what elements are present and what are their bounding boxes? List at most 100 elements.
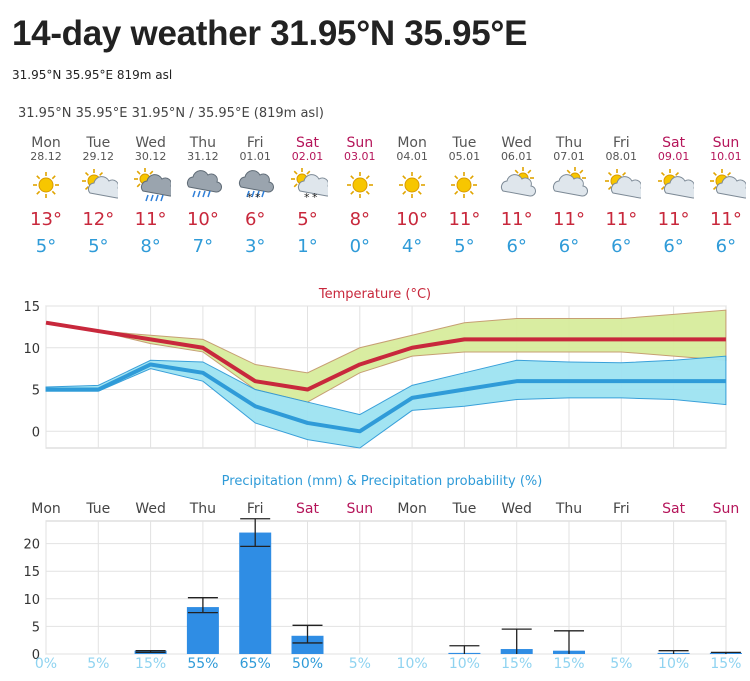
day-column: Wed 06.01 11° 6° <box>491 136 543 257</box>
x-category-label: Wed <box>501 501 532 517</box>
sun-cloud-icon <box>605 169 642 199</box>
max-temperature: 8° <box>349 209 371 230</box>
day-name: Fri <box>246 135 264 151</box>
day-name: Tue <box>86 135 111 151</box>
sun-cloud-icon <box>657 169 694 199</box>
min-temperature: 6° <box>663 236 684 257</box>
max-temperature: 10° <box>186 209 219 230</box>
day-date: 30.12 <box>134 150 167 163</box>
probability-label: 5% <box>87 656 109 672</box>
day-name: Sat <box>296 135 319 151</box>
day-name: Mon <box>397 135 427 151</box>
probability-label: 15% <box>710 656 741 672</box>
day-column: Wed 30.12 11° 8° <box>125 136 177 257</box>
sun-icon <box>399 172 426 198</box>
sun-icon <box>33 172 59 198</box>
probability-label: 0% <box>35 656 57 672</box>
day-date: 04.01 <box>396 150 428 163</box>
y-tick-label: 20 <box>23 538 40 553</box>
day-column: Sun 03.01 8° 0° <box>334 135 386 258</box>
min-temperature: 4° <box>401 236 423 257</box>
min-temp-range-band <box>45 355 727 449</box>
max-temp-line <box>45 320 726 392</box>
day-column: Fri 08.01 11° 6° <box>595 136 647 257</box>
x-category-label: Thu <box>555 501 582 517</box>
min-temperature: 6° <box>558 236 580 257</box>
min-temperature: 5° <box>35 236 57 257</box>
cloud-rain-icon <box>186 170 222 198</box>
probability-label: 15% <box>501 656 532 672</box>
max-temperature: 10° <box>396 209 429 230</box>
day-name: Wed <box>501 135 532 151</box>
svg-text:*: * <box>312 191 318 203</box>
y-tick-label: 0 <box>32 648 40 663</box>
probability-label: 55% <box>187 656 218 672</box>
precipitation-bar <box>239 532 272 654</box>
sun-cloud-icon <box>709 169 746 199</box>
temperature-chart-title: Temperature (°C) <box>318 287 431 302</box>
day-date: 01.01 <box>239 150 271 163</box>
day-name: Thu <box>555 135 583 151</box>
probability-label: 15% <box>553 656 584 672</box>
max-temperature: 12° <box>82 209 115 230</box>
day-date: 09.01 <box>657 150 690 163</box>
day-column: Fri 01.01 * * 6° 3° <box>229 136 281 257</box>
min-temperature: 6° <box>715 236 737 257</box>
sun-cloud-snow-icon: * * <box>290 168 328 203</box>
min-temperature: 3° <box>244 236 266 257</box>
probability-label: 15% <box>135 656 166 672</box>
day-name: Sun <box>346 135 374 151</box>
x-category-label: Mon <box>31 501 61 517</box>
sun-icon <box>451 172 478 198</box>
day-column: Thu 07.01 11° 6° <box>543 136 595 257</box>
x-category-label: Tue <box>451 501 476 517</box>
max-temperature: 11° <box>657 209 690 230</box>
day-column: Sat 02.01 * * 5° 1° <box>282 136 334 257</box>
day-column: Mon 28.12 13° 5° <box>20 136 72 258</box>
x-category-label: Tue <box>85 501 110 517</box>
min-temperature: 8° <box>140 236 161 257</box>
probability-label: 10% <box>397 656 428 672</box>
y-tick-label: 10 <box>23 342 40 357</box>
sun-icon <box>346 172 373 198</box>
day-column: Sat 09.01 11° 6° <box>648 136 700 257</box>
coordinates-label: 31.95°N 35.95°E 31.95°N / 35.95°E (819m … <box>18 106 324 121</box>
y-tick-label: 15 <box>23 565 40 580</box>
x-category-label: Fri <box>613 501 630 517</box>
max-temperature: 11° <box>448 209 481 230</box>
min-temperature: 5° <box>88 236 109 257</box>
min-temperature: 7° <box>192 236 214 257</box>
precipitation-bar <box>291 635 324 654</box>
day-date: 02.01 <box>291 150 324 163</box>
max-temperature: 11° <box>709 209 742 230</box>
day-date: 07.01 <box>553 150 585 163</box>
day-name: Tue <box>452 135 477 151</box>
x-category-label: Sat <box>296 501 319 517</box>
max-temperature: 11° <box>605 209 638 230</box>
cloud-rain-snow-icon: * * <box>239 170 275 203</box>
min-temp-line <box>46 362 726 434</box>
day-name: Sun <box>712 135 740 151</box>
x-category-label: Mon <box>397 501 427 517</box>
cloud-sun-icon <box>500 167 536 197</box>
max-temperature: 11° <box>500 209 533 230</box>
svg-text:*: * <box>304 191 310 203</box>
probability-label: 50% <box>292 656 323 672</box>
day-name: Wed <box>135 135 166 151</box>
day-name: Sat <box>662 135 686 151</box>
day-column: Tue 05.01 11° 5° <box>438 135 490 258</box>
svg-text:*: * <box>247 191 253 203</box>
y-tick-label: 15 <box>23 300 40 315</box>
y-tick-label: 0 <box>32 425 40 440</box>
x-category-label: Sun <box>346 501 373 517</box>
day-name: Fri <box>612 135 630 151</box>
day-date: 29.12 <box>82 150 115 163</box>
precipitation-chart: Precipitation (mm) & Precipitation proba… <box>23 474 742 672</box>
max-temperature: 5° <box>297 209 318 230</box>
min-temperature: 5° <box>454 236 475 257</box>
probability-label: 5% <box>610 656 632 672</box>
day-date: 05.01 <box>448 150 481 163</box>
daily-forecast-row: Mon 28.12 13° 5° Tue 29.12 12° 5° Wed 30.12 11° 8° T… <box>20 136 748 272</box>
max-temperature: 11° <box>134 209 167 230</box>
max-temperature: 11° <box>553 209 585 230</box>
